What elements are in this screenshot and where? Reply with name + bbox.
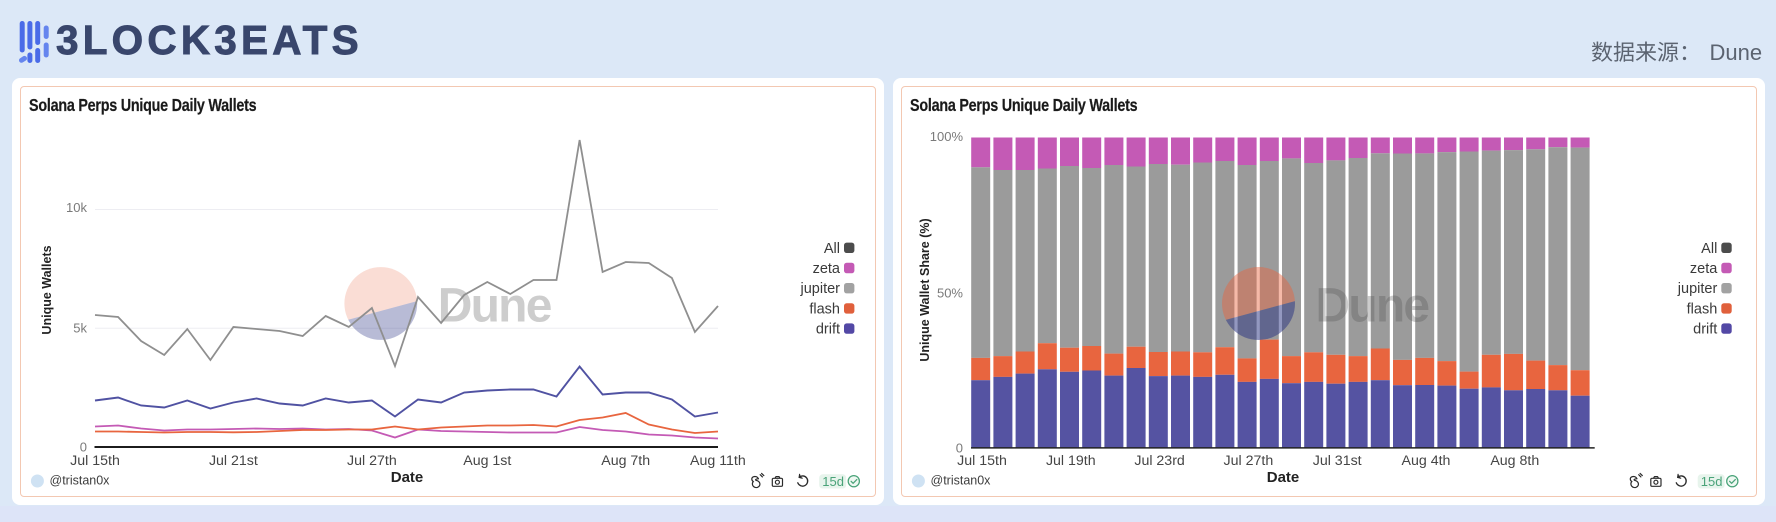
svg-text:Dune: Dune	[1316, 279, 1430, 332]
svg-text:Jul 27th: Jul 27th	[347, 453, 397, 469]
svg-text:Aug 1st: Aug 1st	[463, 453, 511, 469]
svg-text:All: All	[1701, 241, 1717, 257]
svg-text:50%: 50%	[937, 286, 963, 301]
svg-text:jupiter: jupiter	[800, 281, 841, 297]
svg-text:Jul 15th: Jul 15th	[957, 453, 1007, 469]
svg-text:15d: 15d	[822, 474, 844, 489]
svg-text:0: 0	[956, 441, 963, 456]
svg-text:Jul 27th: Jul 27th	[1224, 453, 1274, 469]
svg-text:Aug 11th: Aug 11th	[690, 453, 746, 469]
svg-text:Jul 15th: Jul 15th	[70, 453, 120, 469]
svg-text:@tristan0x: @tristan0x	[931, 474, 992, 488]
svg-text:Jul 31st: Jul 31st	[1313, 453, 1362, 469]
svg-text:Jul 23rd: Jul 23rd	[1134, 453, 1184, 469]
svg-text:Unique Wallet Share (%): Unique Wallet Share (%)	[918, 218, 932, 361]
svg-text:Aug 7th: Aug 7th	[601, 453, 650, 469]
svg-text:zeta: zeta	[1690, 261, 1718, 277]
svg-text:Jul 19th: Jul 19th	[1046, 453, 1096, 469]
svg-text:flash: flash	[1687, 301, 1718, 317]
svg-text:Jul 21st: Jul 21st	[209, 453, 258, 469]
svg-text:Dune: Dune	[438, 279, 552, 332]
svg-text:100%: 100%	[930, 129, 964, 144]
svg-text:flash: flash	[809, 301, 840, 317]
svg-text:Date: Date	[1267, 469, 1300, 486]
svg-text:0: 0	[80, 440, 87, 455]
svg-text:zeta: zeta	[813, 261, 841, 277]
svg-text:drift: drift	[816, 322, 840, 338]
svg-text:jupiter: jupiter	[1677, 281, 1718, 297]
svg-text:@tristan0x: @tristan0x	[50, 474, 111, 488]
svg-text:Unique Wallets: Unique Wallets	[40, 245, 54, 334]
svg-text:Aug 4th: Aug 4th	[1402, 453, 1451, 469]
svg-text:10k: 10k	[66, 200, 87, 215]
svg-text:Date: Date	[391, 469, 424, 486]
svg-text:All: All	[824, 241, 840, 257]
svg-text:15d: 15d	[1701, 474, 1723, 489]
svg-text:drift: drift	[1693, 322, 1717, 338]
svg-text:Dune: Dune	[1710, 40, 1763, 65]
svg-text:5k: 5k	[73, 321, 87, 336]
svg-text:Aug 8th: Aug 8th	[1490, 453, 1539, 469]
